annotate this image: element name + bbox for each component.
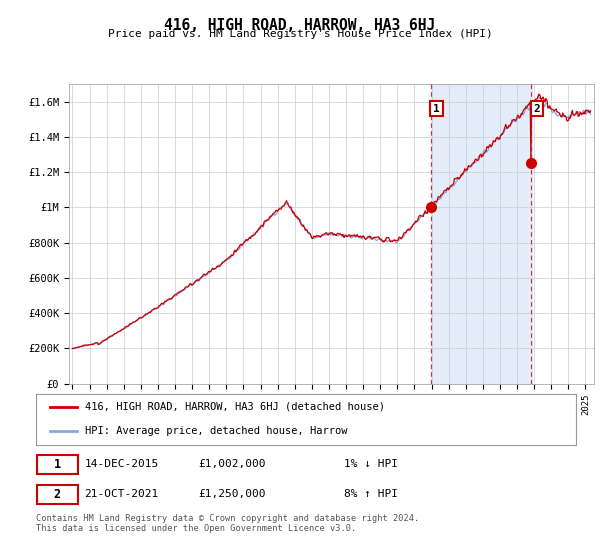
FancyBboxPatch shape: [37, 485, 77, 504]
Text: 1% ↓ HPI: 1% ↓ HPI: [344, 459, 398, 469]
Text: HPI: Average price, detached house, Harrow: HPI: Average price, detached house, Harr…: [85, 426, 347, 436]
Text: 2: 2: [54, 488, 61, 501]
Text: 1: 1: [433, 104, 440, 114]
Text: 416, HIGH ROAD, HARROW, HA3 6HJ: 416, HIGH ROAD, HARROW, HA3 6HJ: [164, 18, 436, 33]
Text: 2: 2: [533, 104, 540, 114]
FancyBboxPatch shape: [37, 455, 77, 474]
Text: £1,002,000: £1,002,000: [198, 459, 265, 469]
Text: 416, HIGH ROAD, HARROW, HA3 6HJ (detached house): 416, HIGH ROAD, HARROW, HA3 6HJ (detache…: [85, 402, 385, 412]
Text: 8% ↑ HPI: 8% ↑ HPI: [344, 489, 398, 500]
Text: 1: 1: [54, 458, 61, 471]
Text: Price paid vs. HM Land Registry's House Price Index (HPI): Price paid vs. HM Land Registry's House …: [107, 29, 493, 39]
Text: Contains HM Land Registry data © Crown copyright and database right 2024.
This d: Contains HM Land Registry data © Crown c…: [36, 514, 419, 534]
Text: 14-DEC-2015: 14-DEC-2015: [85, 459, 159, 469]
Text: 21-OCT-2021: 21-OCT-2021: [85, 489, 159, 500]
Text: £1,250,000: £1,250,000: [198, 489, 265, 500]
